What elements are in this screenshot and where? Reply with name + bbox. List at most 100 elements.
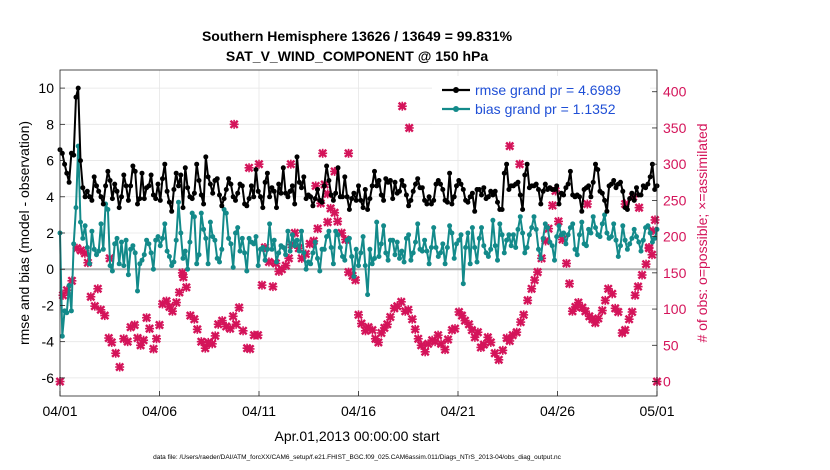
rmse-point [372, 168, 377, 174]
rmse-point [435, 178, 441, 183]
rmse-point [271, 188, 277, 194]
obs-marker [516, 317, 526, 327]
obs-marker [561, 258, 571, 268]
rmse-point [135, 201, 140, 207]
bias-point [474, 259, 480, 265]
obs-marker [257, 280, 267, 290]
bias-point [435, 254, 441, 259]
rmse-point [428, 201, 434, 207]
bias-point [401, 259, 407, 265]
bias-point [579, 219, 585, 225]
bias-point [593, 225, 598, 231]
rmse-point [631, 197, 637, 203]
rmse-point [84, 188, 90, 194]
bias-point [394, 239, 400, 245]
rmse-point [413, 181, 418, 187]
rmse-point [66, 179, 72, 185]
bias-point [497, 221, 503, 227]
obs-marker [244, 163, 254, 173]
bias-point [114, 235, 120, 241]
bias-point [399, 248, 405, 254]
bias-point [492, 243, 498, 249]
bias-point [303, 266, 309, 272]
right-tick-label: 250 [663, 192, 687, 208]
obs-marker [548, 200, 558, 210]
obs-marker [177, 268, 187, 278]
bias-point [476, 235, 482, 241]
obs-marker [582, 199, 592, 209]
rmse-point [87, 194, 93, 200]
bias-point [242, 250, 248, 256]
bias-point [438, 250, 443, 256]
bias-point [333, 228, 339, 234]
obs-marker [181, 282, 191, 292]
obs-marker [333, 216, 343, 226]
bias-point [203, 235, 209, 241]
bias-series [57, 143, 660, 339]
bias-point [588, 230, 594, 236]
obs-marker [373, 337, 383, 347]
obs-marker [597, 306, 607, 316]
rmse-point [107, 178, 113, 183]
obs-marker [210, 331, 220, 341]
obs-marker [238, 326, 248, 336]
obs-marker [641, 259, 651, 269]
rmse-point [264, 170, 270, 176]
obs-marker [527, 284, 537, 294]
left-axis-label: rmse and bias (model - observation) [16, 121, 32, 345]
rmse-point [501, 170, 507, 176]
rmse-point [567, 168, 573, 174]
rmse-point [228, 181, 234, 187]
bias-point [374, 219, 380, 225]
bias-point [406, 232, 412, 238]
rmse-point [588, 194, 594, 200]
bias-point [353, 246, 359, 252]
obs-marker [130, 320, 140, 330]
rmse-point [219, 203, 225, 209]
bias-point [490, 217, 496, 223]
bias-point [547, 239, 553, 245]
bias-point [403, 235, 409, 241]
rmse-point [479, 192, 484, 198]
rmse-point [444, 199, 450, 205]
bias-point [264, 246, 270, 252]
rmse-point [438, 181, 443, 187]
bias-point [508, 243, 514, 249]
rmse-point [456, 178, 462, 183]
legend-rmse-label: rmse grand pr = 4.6989 [475, 82, 621, 98]
rmse-point [490, 192, 496, 198]
rmse-point [561, 192, 567, 198]
x-tick-label: 05/01 [639, 403, 674, 419]
bias-point [454, 241, 459, 247]
bias-point [230, 264, 236, 270]
bias-point [381, 223, 387, 229]
rmse-point [292, 201, 298, 207]
rmse-point [485, 194, 491, 200]
bias-point [413, 239, 418, 245]
rmse-point [296, 179, 302, 185]
rmse-point [458, 181, 464, 187]
obs-marker [356, 319, 366, 329]
rmse-point [326, 178, 332, 183]
obs-marker [107, 337, 117, 347]
rmse-point [310, 203, 316, 209]
right-tick-label: 0 [663, 374, 671, 390]
rmse-point [214, 176, 220, 182]
bias-point [570, 221, 576, 227]
obs-marker [633, 282, 643, 292]
bias-point [233, 230, 238, 236]
obs-marker [196, 337, 206, 347]
obs-marker [593, 313, 603, 323]
rmse-point [146, 183, 152, 189]
bias-point [556, 223, 562, 229]
obs-marker [647, 250, 657, 260]
rmse-point [424, 201, 430, 207]
obs-marker [115, 362, 125, 372]
bias-point [82, 223, 88, 229]
rmse-point [82, 194, 88, 200]
obs-marker [313, 224, 323, 234]
rmse-point [403, 192, 409, 198]
bias-point [301, 250, 307, 256]
rmse-point [467, 194, 473, 200]
